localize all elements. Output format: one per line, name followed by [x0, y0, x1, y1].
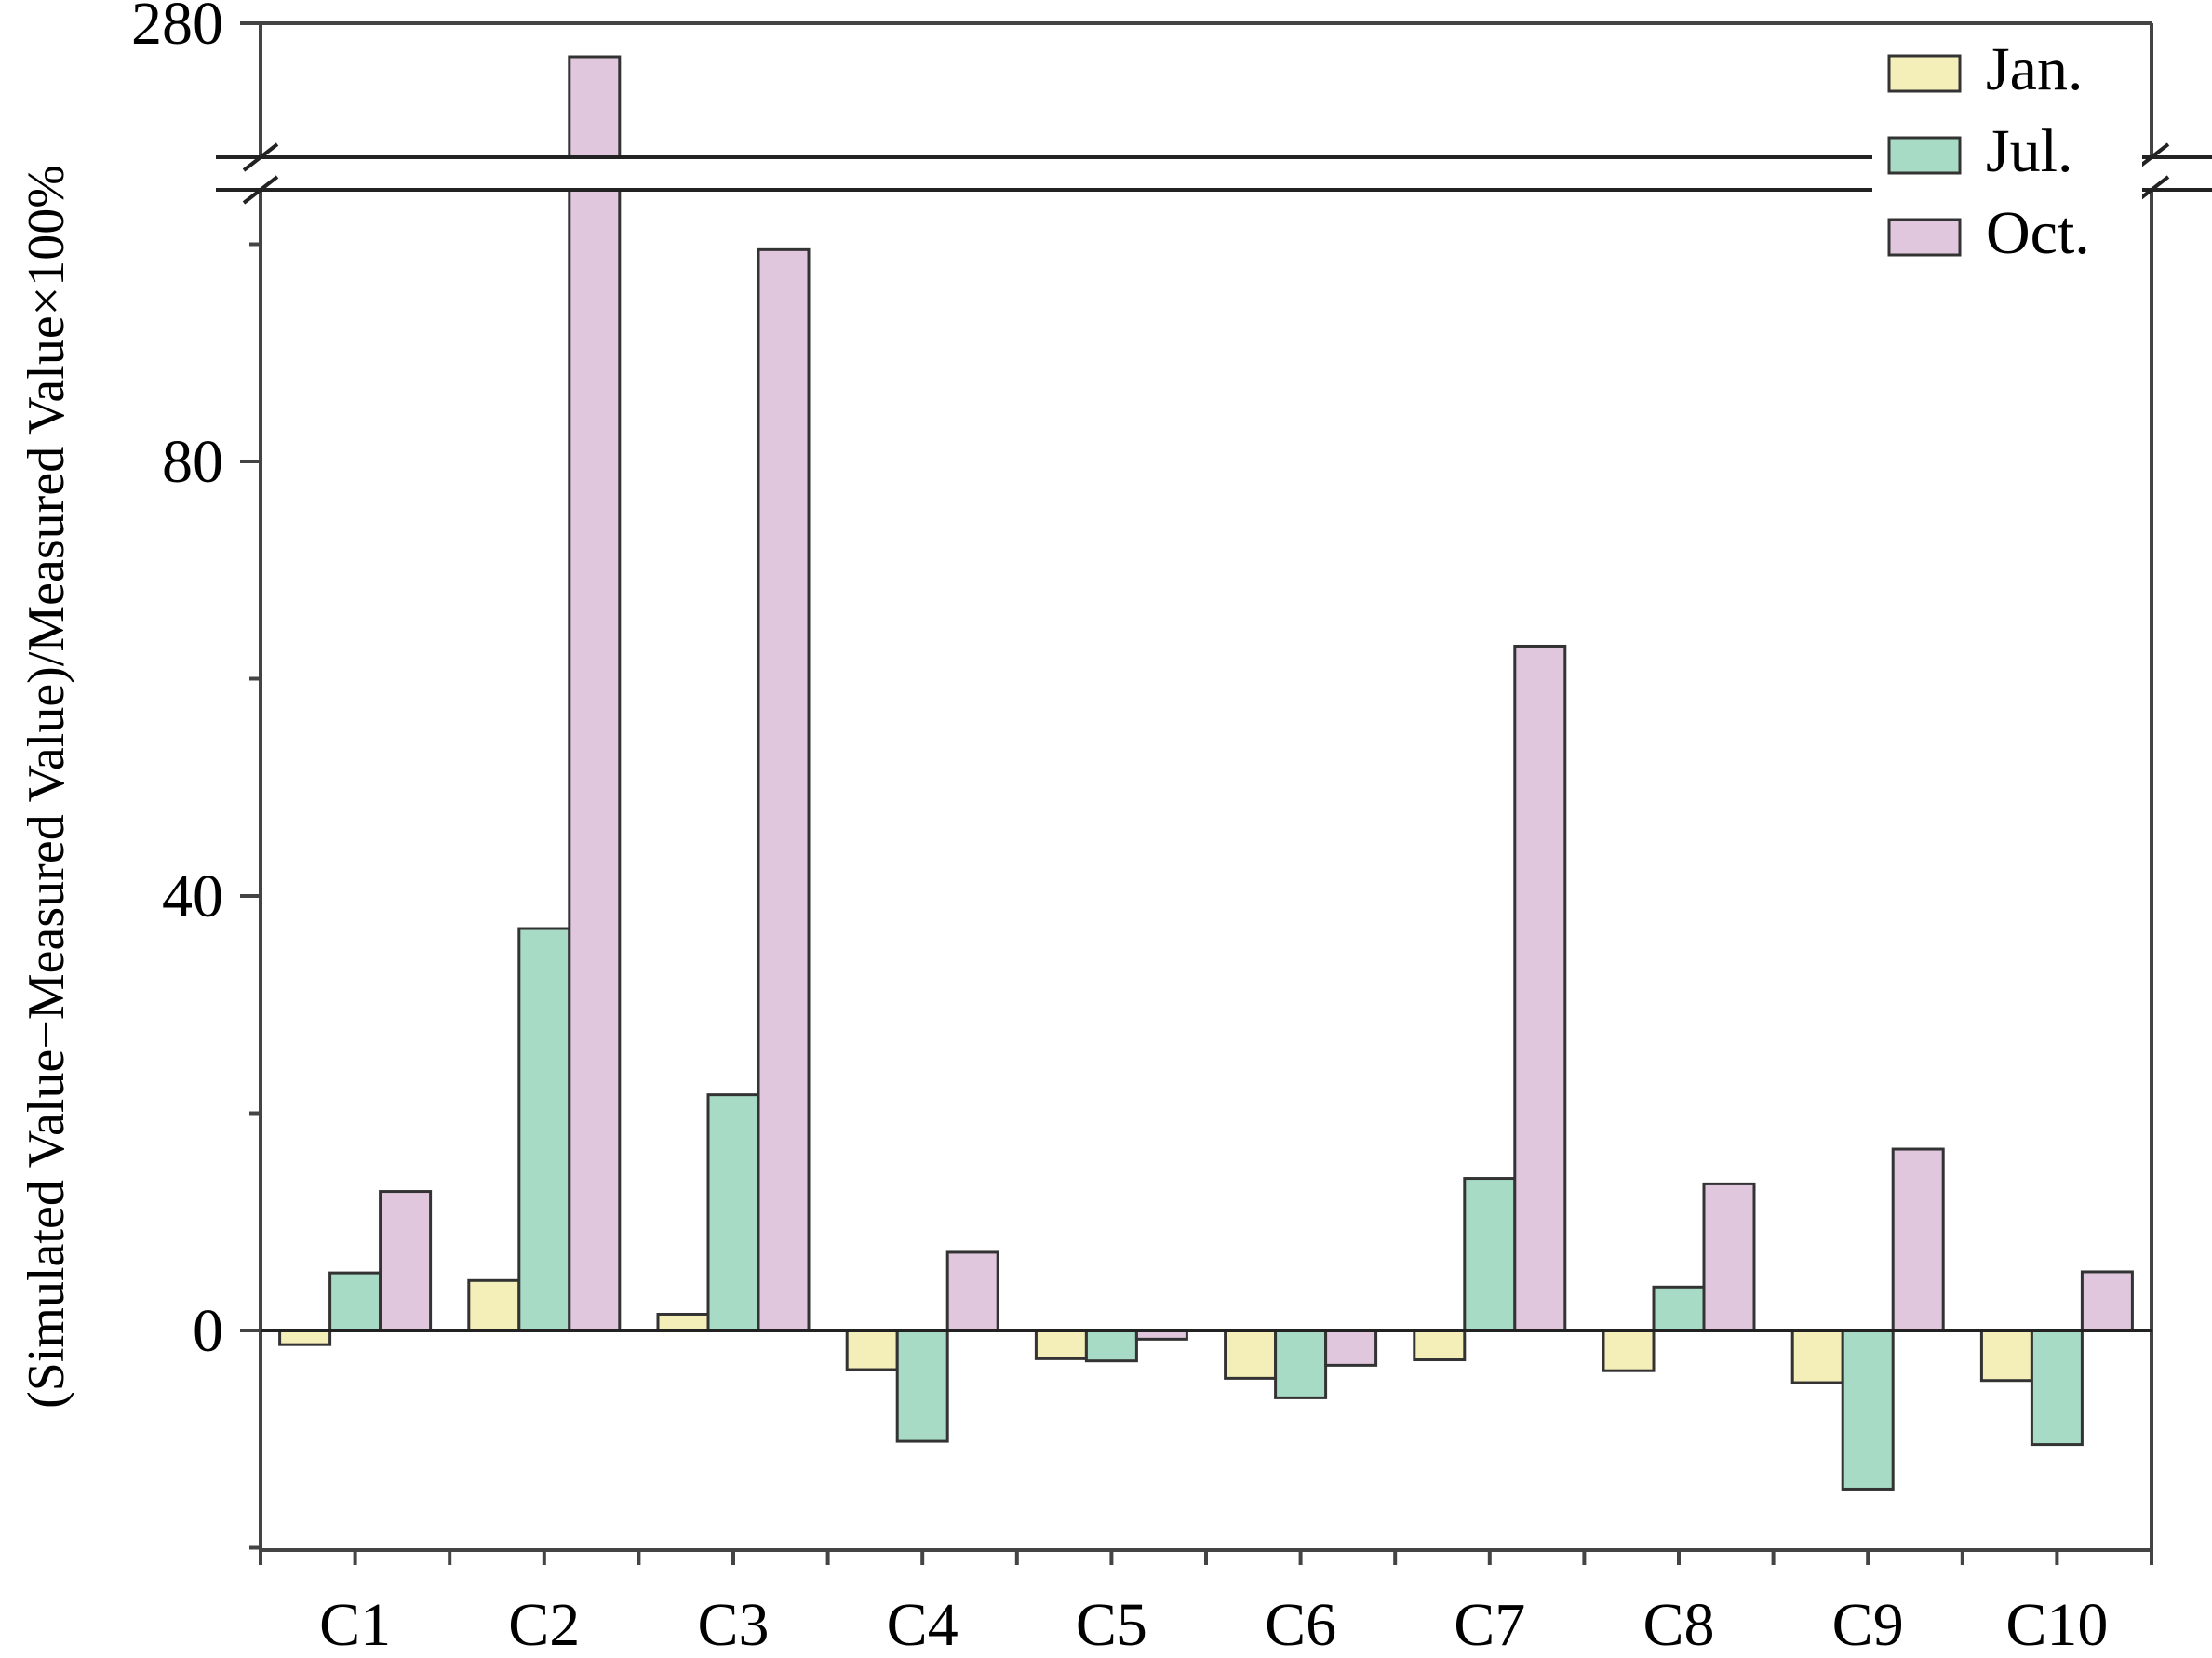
axis-break-mark: [242, 175, 279, 205]
bar-jul-c9: [1841, 1329, 1895, 1491]
x-tick-label: C7: [1454, 1591, 1525, 1653]
x-tick-label: C1: [319, 1591, 391, 1653]
bar-jul-c1: [328, 1271, 382, 1332]
bar-oct-c3: [757, 247, 811, 1332]
x-tick-label: C10: [2005, 1591, 2108, 1653]
legend-swatch: [1887, 136, 1962, 175]
bar-jul-c4: [895, 1329, 949, 1443]
bar-oct-c10: [2080, 1270, 2134, 1332]
y-tick-label: 40: [162, 862, 223, 930]
bar-jul-c6: [1274, 1329, 1328, 1399]
bar-jul-c8: [1652, 1285, 1706, 1332]
bar-jul-c2: [517, 927, 571, 1332]
y-axis-title: (Simulated Value−Measured Value)/Measure…: [18, 165, 75, 1409]
bar-oct-c6: [1324, 1329, 1378, 1367]
bar-jan-c2: [467, 1278, 521, 1332]
bar-jan-c9: [1790, 1329, 1844, 1384]
legend-label: Jul.: [1986, 117, 2073, 185]
legend-label: Oct.: [1986, 199, 2090, 267]
bar-oct-c9: [1891, 1147, 1945, 1332]
bar-jan-c5: [1034, 1329, 1088, 1360]
bar-jan-c4: [845, 1329, 899, 1371]
bar-jul-c7: [1463, 1177, 1517, 1332]
y-tick-label: 280: [131, 0, 223, 58]
bar-jul-c3: [706, 1093, 760, 1332]
legend-label: Jan.: [1986, 35, 2083, 103]
bar-jan-c1: [278, 1329, 332, 1346]
axis-break-mark: [242, 142, 279, 172]
x-tick-label: C6: [1265, 1591, 1336, 1653]
x-tick-label: C2: [508, 1591, 580, 1653]
bar-jan-c6: [1224, 1329, 1278, 1380]
bar-jan-c3: [656, 1312, 710, 1332]
x-tick-label: C3: [697, 1591, 769, 1653]
bar-oct-c8: [1702, 1182, 1756, 1332]
bar-jan-c7: [1413, 1329, 1467, 1362]
bar-oct-c2: [568, 55, 622, 1332]
legend-swatch: [1887, 54, 1962, 93]
x-tick-label: C8: [1642, 1591, 1714, 1653]
legend-swatch: [1887, 218, 1962, 257]
y-tick-label: 0: [193, 1297, 223, 1365]
bar-jul-c5: [1084, 1329, 1138, 1363]
y-tick-label: 80: [162, 428, 223, 496]
x-tick-label: C9: [1832, 1591, 1904, 1653]
bar-jan-c10: [1979, 1329, 2033, 1383]
x-tick-label: C5: [1076, 1591, 1147, 1653]
x-tick-label: C4: [887, 1591, 959, 1653]
bar-oct-c7: [1513, 644, 1567, 1332]
bar-oct-c4: [945, 1250, 999, 1332]
bar-oct-c1: [379, 1190, 433, 1332]
bar-jul-c10: [2030, 1329, 2084, 1447]
bar-jan-c8: [1602, 1329, 1656, 1372]
